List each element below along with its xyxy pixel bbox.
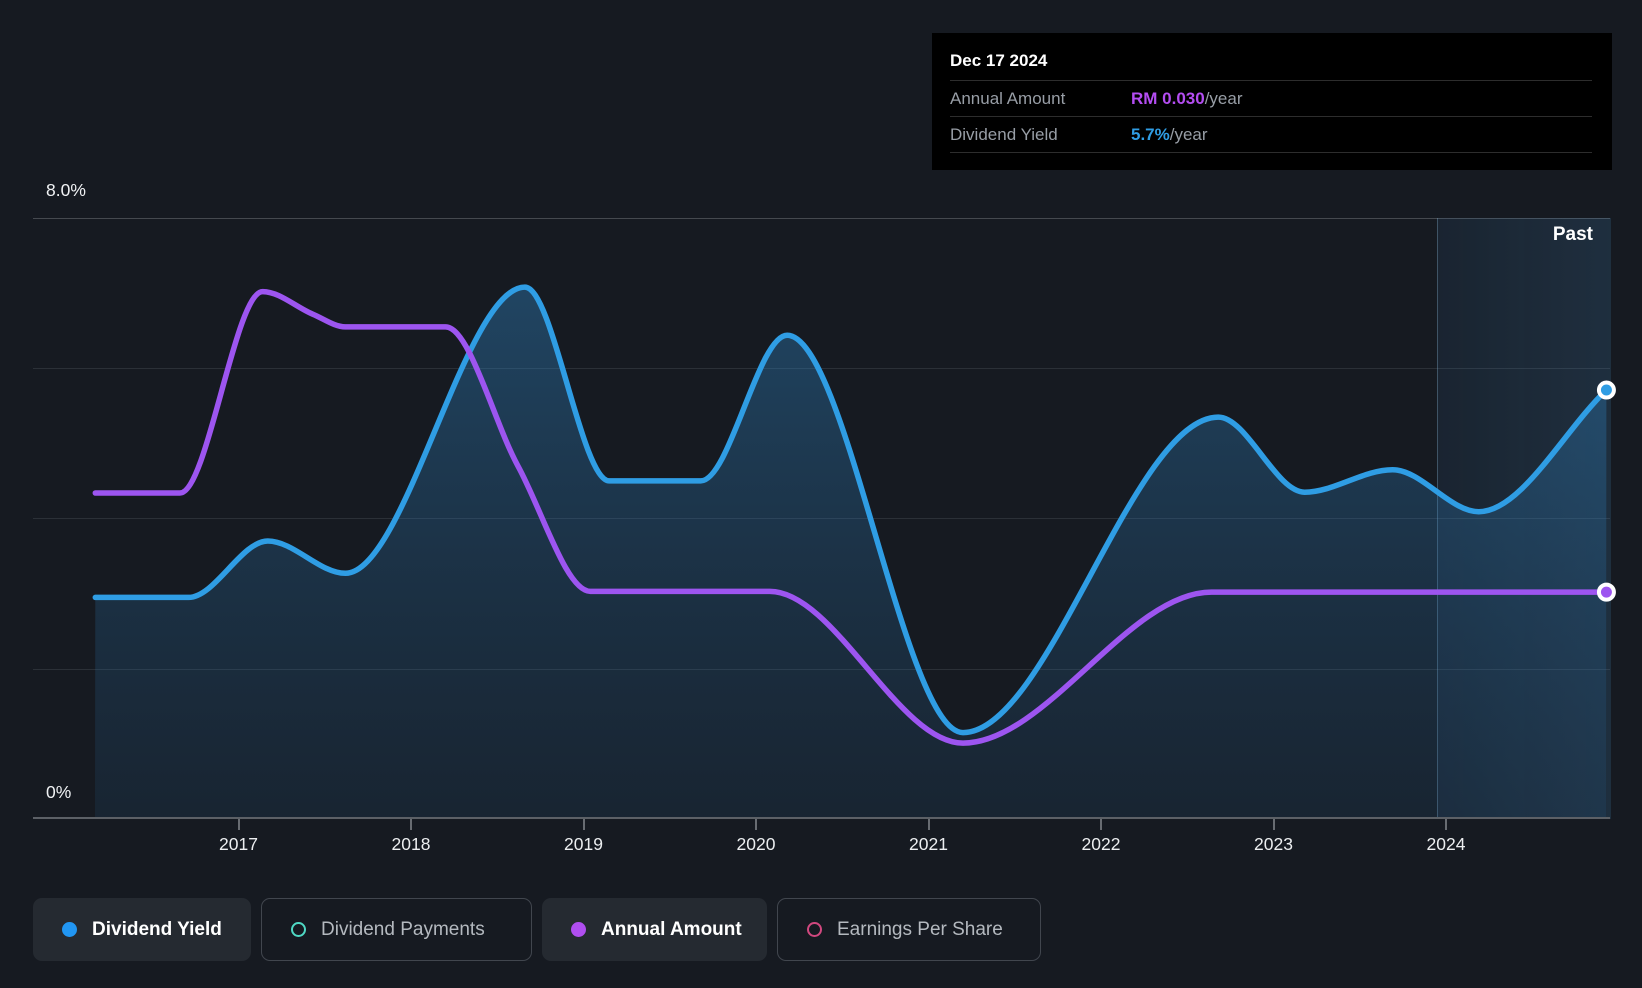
legend-button-dividend-yield[interactable]: Dividend Yield [33,898,251,961]
y-axis-label-top: 8.0% [46,180,86,200]
x-axis-tick-2018 [410,819,412,830]
past-region-label: Past [1552,224,1593,245]
x-axis-label-2019: 2019 [564,834,603,854]
tooltip-row-dividend-yield: Dividend Yield 5.7% /year [950,116,1592,152]
x-axis-tick-2021 [927,819,930,830]
legend-button-earnings-per-share[interactable]: Earnings Per Share [777,898,1041,961]
annual-amount-marker-icon [571,922,586,937]
tooltip: Dec 17 2024 Annual Amount RM 0.030 /year… [932,33,1612,170]
legend-label: Dividend Payments [321,918,485,940]
tooltip-suffix: /year [1204,88,1243,108]
x-axis-tick-2019 [582,819,585,830]
dividend-history-chart [92,284,1616,819]
legend-label: Dividend Yield [92,918,222,940]
x-axis-tick-2023 [1272,819,1275,830]
x-axis-tick-2024 [1445,819,1447,830]
earnings-per-share-marker-icon [807,922,822,937]
legend-button-annual-amount[interactable]: Annual Amount [542,898,767,961]
dividend-yield-area [95,287,1607,819]
legend-label: Annual Amount [601,918,742,940]
tooltip-date: Dec 17 2024 [950,51,1048,70]
tooltip-divider [950,152,1592,153]
tooltip-value: RM 0.030 [1131,88,1205,108]
x-axis-tick-2017 [237,819,240,830]
annual-amount-line [92,288,1610,746]
gridline-8pct [33,218,1610,219]
tooltip-row-annual-amount: Annual Amount RM 0.030 /year [950,80,1592,116]
legend-label: Earnings Per Share [837,918,1003,940]
dividend-yield-end-marker [1596,380,1616,400]
dividend-yield-marker-icon [62,922,77,937]
dividend-payments-marker-icon [291,922,306,937]
y-axis-label-bottom: 0% [46,782,72,802]
x-axis-label-2022: 2022 [1081,834,1121,854]
legend-button-dividend-payments[interactable]: Dividend Payments [261,898,532,961]
tooltip-label: Annual Amount [950,88,1066,108]
tooltip-label: Dividend Yield [950,124,1058,144]
x-axis-line [33,817,1610,819]
x-axis-label-2020: 2020 [736,834,776,854]
gridline-6pct [33,368,1610,369]
x-axis-label-2017: 2017 [219,834,258,854]
x-axis-label-2023: 2023 [1254,834,1293,854]
x-axis-label-2021: 2021 [909,834,948,854]
dividend-yield-line [92,284,1610,736]
chart-plot-area[interactable] [33,218,1616,819]
x-axis-tick-2022 [1100,819,1102,830]
x-axis-label-2018: 2018 [391,834,431,854]
tooltip-suffix: /year [1169,124,1208,144]
x-axis-tick-2020 [755,819,757,830]
x-axis-label-2024: 2024 [1426,834,1466,854]
annual-amount-end-marker [1596,582,1616,602]
tooltip-value: 5.7% [1131,124,1170,144]
